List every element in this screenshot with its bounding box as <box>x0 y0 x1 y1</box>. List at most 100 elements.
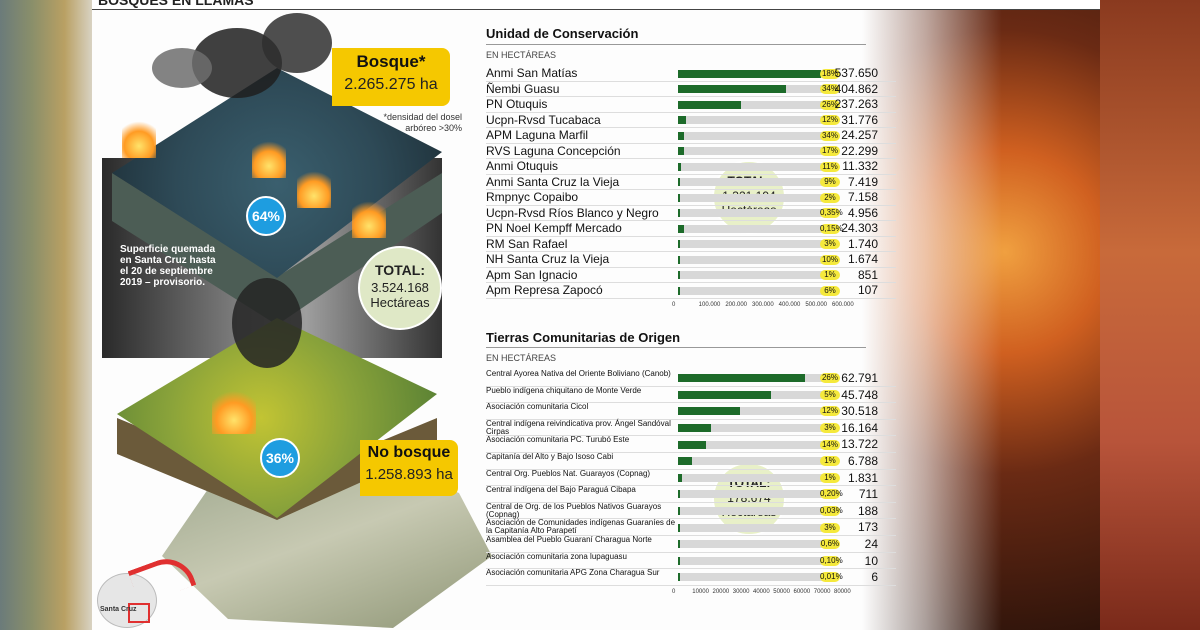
chart1-unit: EN HECTÁREAS <box>486 50 557 60</box>
bar-value-label: 173 <box>857 520 878 535</box>
forest-percent-badge: 64% <box>246 196 286 236</box>
bar-category-label: Asociación comunitaria PC. Turubó Este <box>486 435 630 445</box>
bar-track <box>678 424 828 433</box>
photo-fade <box>862 0 1002 630</box>
bar-value-label: 107 <box>857 283 878 297</box>
surface-note: Superficie quemada en Santa Cruz hasta e… <box>120 244 216 288</box>
bar-row: Central de Org. de los Pueblos Nativos G… <box>486 501 896 520</box>
bar-row: Asociación comunitaria zona lupaguasu 0,1… <box>486 552 896 570</box>
bar <box>678 271 680 280</box>
bar <box>678 374 806 383</box>
bar <box>678 209 680 218</box>
bar-row: PN Noel Kempff Mercado 0,15% 24.303 <box>486 221 896 237</box>
chart1-title: Unidad de Conservación <box>486 26 639 41</box>
bar-value-label: 24.257 <box>841 128 878 142</box>
bar-row: Anmi San Matías 18% 537.650 <box>486 66 896 82</box>
axis-tick-label: 50000 <box>773 588 790 595</box>
axis-tick-label: 300.000 <box>752 301 774 308</box>
bar-category-label: Asociación de Comunidades indígenas Guar… <box>486 518 676 536</box>
bar-track <box>678 193 828 202</box>
blurred-right-edge <box>1100 0 1200 630</box>
bar-row: APM Laguna Marfil 34% 24.257 <box>486 128 896 144</box>
bar-value-label: 10 <box>864 553 878 568</box>
bar <box>678 490 680 499</box>
bar-category-label: Central de Org. de los Pueblos Nativos G… <box>486 501 662 519</box>
axis-tick-label: 400.000 <box>778 301 801 308</box>
percent-badge: 1% <box>820 270 840 281</box>
bar <box>678 440 706 449</box>
bar-row: Central indígena del Bajo Paraguá Cibapa… <box>486 486 896 503</box>
bar-value-label: 1.831 <box>847 470 878 485</box>
bar-row: Pueblo indígena chiquitano de Monte Verd… <box>486 385 896 404</box>
bar-value-label: 45.748 <box>841 387 878 402</box>
percent-badge: 26% <box>820 373 840 384</box>
bar-row: RVS Laguna Concepción 17% 22.299 <box>486 143 896 159</box>
forest-label-value: 2.265.275 ha <box>344 76 438 93</box>
bar-value-label: 22.299 <box>841 143 878 158</box>
fire-flame <box>297 168 331 208</box>
bar-value-label: 537.650 <box>834 66 878 80</box>
bar-track <box>678 440 828 449</box>
chart2-rule <box>486 347 866 348</box>
minimap-label: Santa Cruz <box>100 606 137 613</box>
infographic-card: BOSQUES EN LLAMAS Bosque* 2.265.275 ha *… <box>92 0 1100 630</box>
bar-track <box>678 573 828 582</box>
smoke-cloud <box>262 13 332 73</box>
bar-category-label: Anmi San Matías <box>486 66 578 80</box>
bar-track <box>678 85 828 94</box>
top-bar: BOSQUES EN LLAMAS <box>92 0 1100 10</box>
bar-category-label: RM San Rafael <box>486 236 568 251</box>
percent-badge: 3% <box>820 423 840 434</box>
percent-badge: 26% <box>820 99 840 110</box>
bar <box>678 540 680 549</box>
bar-track <box>678 100 828 109</box>
percent-badge: 17% <box>820 146 840 157</box>
bar-row: Central indígena reivindicativa prov. Án… <box>486 419 896 437</box>
bar <box>678 573 680 582</box>
percent-badge: 3% <box>820 239 840 250</box>
bar-value-label: 16.164 <box>841 420 878 435</box>
bar-track <box>678 178 828 187</box>
bar <box>678 100 742 109</box>
axis-tick-label: 0 <box>672 301 676 308</box>
total-value: 3.524.168 <box>371 280 429 295</box>
percent-badge: 10% <box>820 254 840 265</box>
percent-badge: 12% <box>820 115 840 126</box>
bar-category-label: Rmpnyc Copaibo <box>486 190 579 204</box>
bar-row: Asociación comunitaria APG Zona Charagua… <box>486 569 896 586</box>
bar-value-label: 1.674 <box>847 252 878 266</box>
axis-tick-label: 200.000 <box>725 301 748 308</box>
bar <box>678 193 680 202</box>
bar-track <box>678 507 828 516</box>
bar-track <box>678 209 828 218</box>
bar-category-label: Pueblo indígena chiquitano de Monte Verd… <box>486 385 642 395</box>
bar-category-label: Central Org. Pueblos Nat. Guarayos (Copn… <box>486 468 651 478</box>
bar <box>678 523 680 532</box>
axis-tick-label: 100.000 <box>698 301 721 308</box>
bar-row: RM San Rafael 3% 1.740 <box>486 236 896 252</box>
bar <box>678 390 771 399</box>
bar-value-label: 13.722 <box>841 437 878 452</box>
percent-badge: 0,6% <box>820 539 840 550</box>
percent-badge: 5% <box>820 389 840 400</box>
bar-track <box>678 540 828 549</box>
bar-value-label: 24.303 <box>841 221 878 235</box>
bar-value-label: 237.263 <box>834 97 878 111</box>
bar-category-label: NH Santa Cruz la Vieja <box>486 252 610 266</box>
total-unit: Hectáreas <box>370 295 430 310</box>
bar-category-label: Ucpn-Rvsd Ríos Blanco y Negro <box>486 205 659 220</box>
percent-badge: 34% <box>820 130 840 141</box>
density-note: *densidad del dosel arbóreo >30% <box>383 112 462 133</box>
bolivia-minimap <box>97 573 157 628</box>
bar-value-label: 404.862 <box>834 81 878 96</box>
bar <box>678 147 684 156</box>
bar-category-label: Central indígena del Bajo Paraguá Cibapa <box>486 485 636 495</box>
bar-category-label: Anmi Santa Cruz la Vieja <box>486 174 620 189</box>
bar-value-label: 851 <box>857 267 878 282</box>
percent-badge: 0,01% <box>820 572 843 583</box>
bar-category-label: RVS Laguna Concepción <box>486 143 621 158</box>
bar <box>678 507 680 516</box>
bar-value-label: 188 <box>857 503 878 518</box>
bar-track <box>678 286 828 295</box>
axis-tick-label: 20000 <box>712 588 730 595</box>
